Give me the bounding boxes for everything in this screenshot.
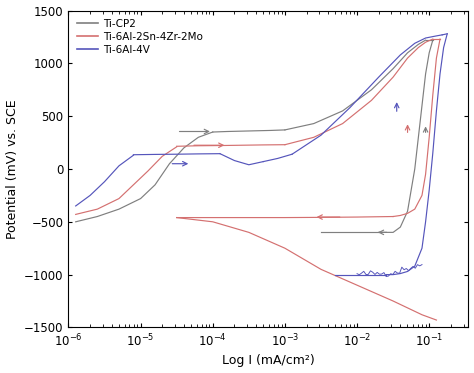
Legend: Ti-CP2, Ti-6Al-2Sn-4Zr-2Mo, Ti-6Al-4V: Ti-CP2, Ti-6Al-2Sn-4Zr-2Mo, Ti-6Al-4V — [73, 16, 206, 58]
Y-axis label: Potential (mV) vs. SCE: Potential (mV) vs. SCE — [6, 99, 18, 239]
X-axis label: Log I (mA/cm²): Log I (mA/cm²) — [222, 354, 315, 367]
